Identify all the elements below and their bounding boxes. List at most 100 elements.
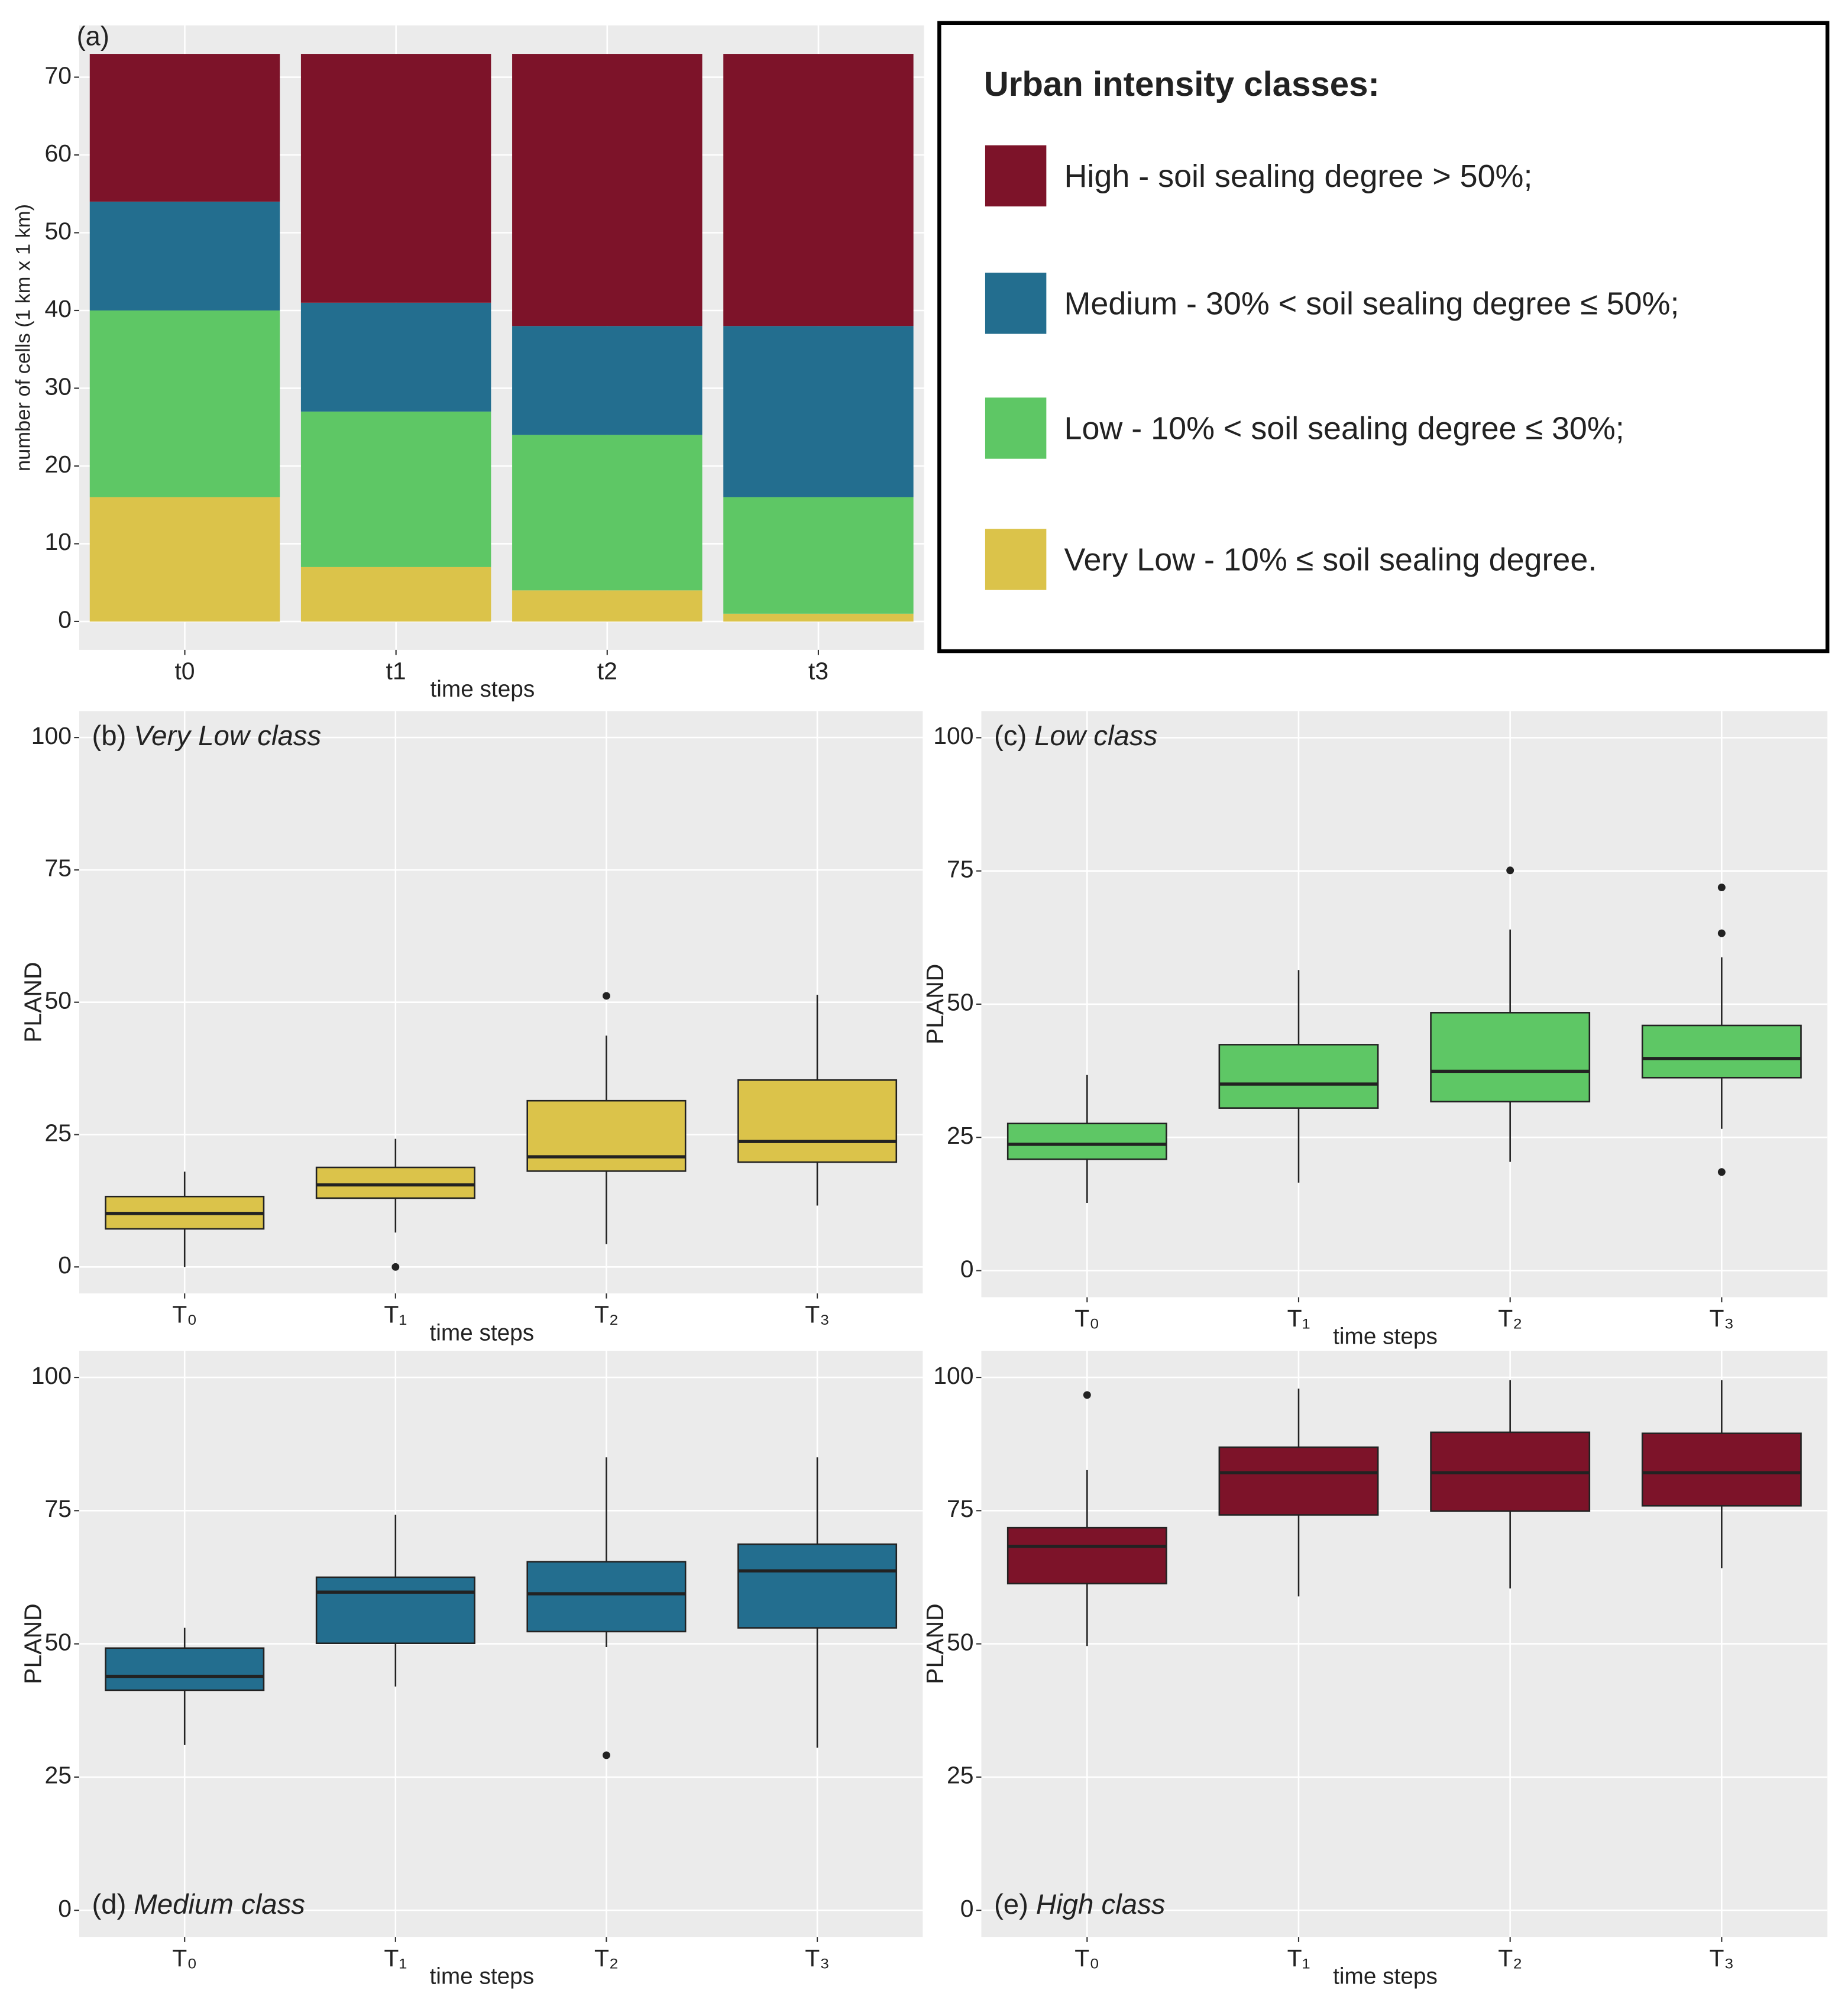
x-axis-label: time steps [429, 1963, 534, 1989]
y-tick-label: 10 [44, 528, 72, 555]
y-tick-label: 40 [44, 295, 72, 322]
y-tick-label: 75 [947, 855, 974, 882]
outlier [602, 1751, 610, 1759]
legend-label: Medium - 30% < soil sealing degree ≤ 50%… [1064, 286, 1679, 321]
outlier [1717, 1168, 1726, 1176]
y-tick-label: 70 [44, 62, 72, 89]
box [1218, 1446, 1379, 1516]
y-tick-label: 75 [44, 1495, 72, 1522]
bar-segment [512, 326, 703, 435]
x-tick-label: T₁ [384, 1945, 407, 1972]
y-axis-label: number of cells (1 km x 1 km) [12, 204, 34, 471]
box [315, 1576, 475, 1644]
x-tick-label: T₀ [1075, 1945, 1099, 1972]
legend-swatch [985, 145, 1047, 207]
bar-segment [512, 54, 703, 326]
y-tick-label: 50 [44, 1628, 72, 1655]
panel-title: High class [1036, 1889, 1166, 1920]
x-tick-label: T₁ [1287, 1305, 1310, 1332]
box [1641, 1432, 1802, 1507]
x-axis-label: time steps [429, 1320, 534, 1345]
y-tick-label: 0 [58, 1251, 72, 1279]
box [1006, 1122, 1167, 1160]
x-tick-label: T₂ [594, 1945, 619, 1972]
x-tick-label: T₀ [172, 1301, 197, 1328]
bar-segment [723, 326, 914, 497]
x-tick-label: T₃ [805, 1945, 830, 1972]
legend-swatch [985, 529, 1047, 590]
bar-segment [723, 613, 914, 622]
box [737, 1079, 898, 1163]
bar-segment [300, 54, 491, 303]
legend-swatch [985, 273, 1047, 334]
y-axis-label: PLAND [19, 1603, 46, 1684]
x-tick-label: T₁ [1287, 1945, 1310, 1972]
outlier [1083, 1391, 1091, 1399]
y-tick-label: 30 [44, 373, 72, 400]
x-tick-label: t2 [597, 658, 617, 685]
x-tick-label: T₂ [1498, 1945, 1522, 1972]
outlier [391, 1263, 400, 1271]
x-tick-label: T₃ [1710, 1945, 1734, 1972]
y-tick-label: 100 [933, 722, 973, 749]
y-tick-label: 50 [44, 217, 72, 244]
y-axis-label: PLAND [921, 1603, 949, 1684]
panel-title: Medium class [134, 1889, 305, 1920]
outlier [1506, 866, 1514, 875]
legend-label: Low - 10% < soil sealing degree ≤ 30%; [1064, 411, 1624, 447]
y-axis-label: PLAND [921, 964, 949, 1044]
bar-segment [89, 54, 280, 202]
panel-label: (e) [994, 1889, 1028, 1920]
box [526, 1099, 687, 1172]
bar-segment [512, 435, 703, 591]
x-tick-label: t0 [174, 658, 195, 685]
x-tick-label: T₃ [1710, 1305, 1734, 1332]
outlier [602, 992, 610, 1000]
y-tick-label: 75 [44, 855, 72, 882]
y-tick-label: 25 [44, 1762, 72, 1789]
box [1641, 1024, 1802, 1079]
bar-segment [512, 590, 703, 622]
box [315, 1166, 475, 1199]
panel-label: (b) [92, 720, 126, 752]
box [105, 1647, 265, 1691]
bar-segment [89, 201, 280, 310]
y-tick-label: 20 [44, 451, 72, 478]
y-tick-label: 75 [947, 1495, 974, 1522]
bar-segment [300, 411, 491, 567]
y-tick-label: 100 [933, 1362, 973, 1389]
y-tick-label: 100 [31, 1362, 72, 1389]
panel-label: (a) [77, 21, 109, 51]
y-axis-label: PLAND [19, 962, 46, 1042]
y-tick-label: 0 [960, 1895, 974, 1922]
panel-label: (c) [994, 720, 1027, 752]
y-tick-label: 0 [960, 1255, 974, 1282]
outlier [1717, 884, 1726, 892]
legend-box [937, 21, 1830, 653]
legend-label: High - soil sealing degree > 50%; [1064, 158, 1533, 194]
bar-segment [300, 567, 491, 622]
x-axis-label: time steps [431, 677, 535, 702]
legend-swatch [985, 397, 1047, 459]
x-tick-label: T₃ [805, 1301, 830, 1328]
x-tick-label: T₂ [1498, 1305, 1522, 1332]
box [1430, 1012, 1591, 1103]
y-tick-label: 0 [58, 1895, 72, 1922]
box [1218, 1044, 1379, 1109]
bar-segment [89, 497, 280, 622]
panel-title: Very Low class [134, 720, 321, 752]
y-tick-label: 50 [947, 989, 974, 1016]
y-tick-label: 25 [44, 1119, 72, 1146]
box [1006, 1526, 1167, 1585]
x-axis-label: time steps [1333, 1324, 1438, 1350]
x-tick-label: T₀ [1075, 1305, 1099, 1332]
y-tick-label: 0 [58, 606, 72, 633]
y-tick-label: 50 [947, 1628, 974, 1655]
y-tick-label: 25 [947, 1762, 974, 1789]
x-tick-label: T₁ [384, 1301, 407, 1328]
panel-label: (d) [92, 1889, 126, 1920]
x-axis-label: time steps [1333, 1963, 1438, 1989]
x-tick-label: T₂ [594, 1301, 619, 1328]
